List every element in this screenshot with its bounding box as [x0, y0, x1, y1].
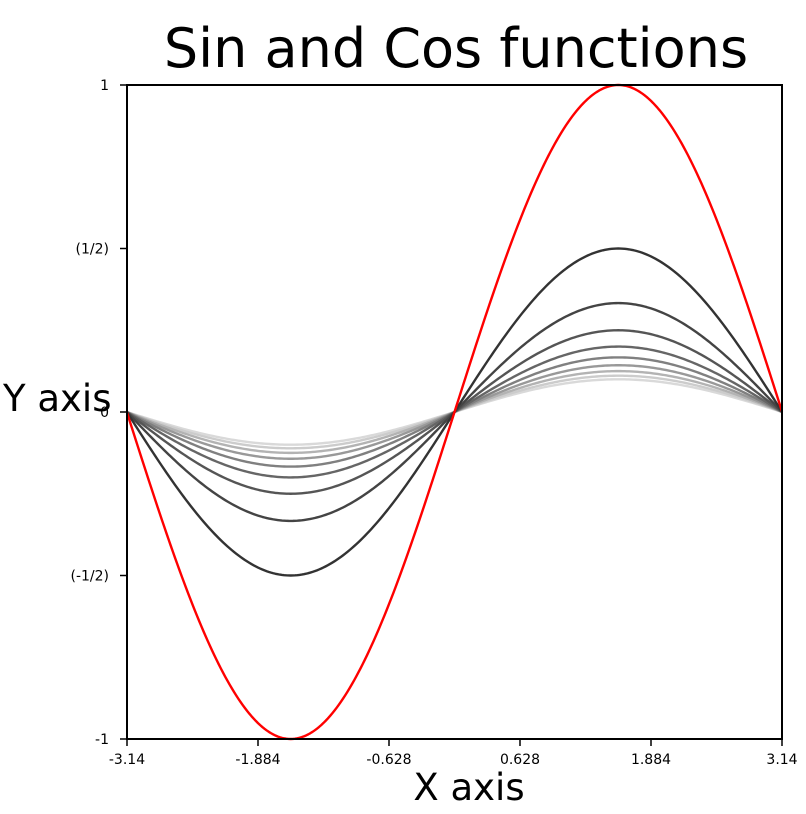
chart-title: Sin and Cos functions [164, 17, 748, 80]
y-tick-label: -1 [95, 732, 109, 748]
x-tick-label: -0.628 [366, 752, 411, 768]
y-tick-label: (-1/2) [70, 569, 109, 585]
y-tick-label: 1 [100, 78, 109, 94]
y-tick-label: 0 [100, 405, 109, 421]
x-tick-label: 1.884 [631, 752, 671, 768]
series-layer [125, 83, 784, 741]
axes-layer: -3.14 -1.884 -0.628 0.628 1.884 3.14 -1 (-1/2) 0… [70, 78, 797, 768]
series-line-0 [125, 83, 784, 741]
y-tick-label: (1/2) [76, 242, 109, 258]
x-tick-label: -3.14 [109, 752, 145, 768]
x-tick-label: 0.628 [500, 752, 540, 768]
x-axis-label: X axis [413, 766, 524, 809]
y-axis-label: Y axis [2, 377, 112, 420]
x-tick-label: 3.14 [766, 752, 797, 768]
x-tick-label: -1.884 [235, 752, 280, 768]
